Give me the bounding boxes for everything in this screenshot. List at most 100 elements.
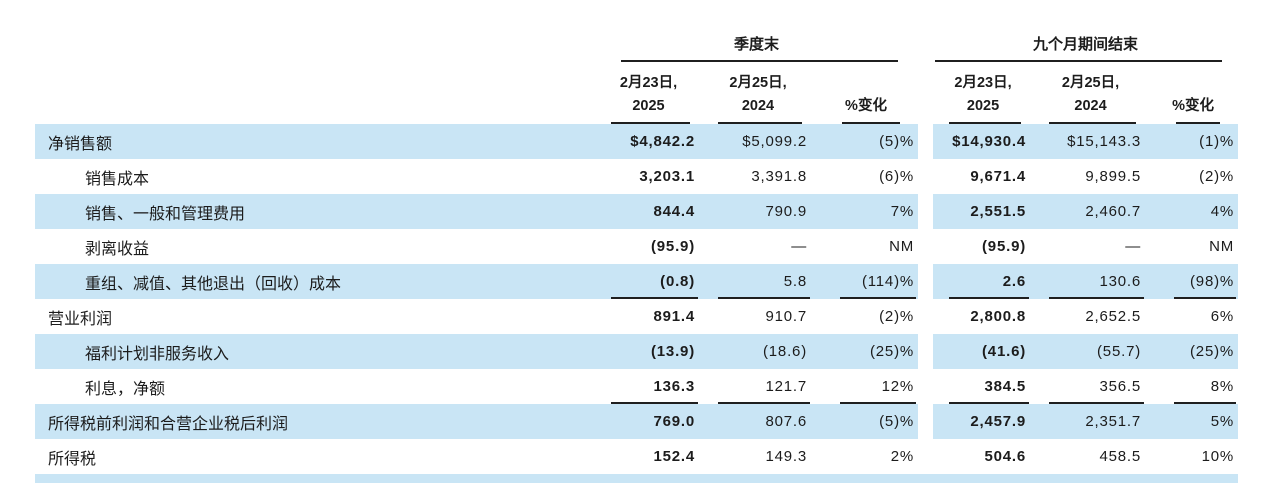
cell-nine-months-2025: 384.5 — [933, 369, 1033, 404]
cell-quarter-pct-change: 12% — [814, 369, 918, 404]
partial-row-fill — [35, 474, 1239, 483]
col-header-label: %变化 — [1172, 97, 1214, 114]
label-column-header — [35, 62, 595, 124]
cell-quarter-2024: 3,391.8 — [751, 168, 807, 185]
col-header-nine-months-2024: 2月25日, 2024 — [1033, 62, 1148, 124]
cell-nine-months-2025: 2,457.9 — [933, 404, 1034, 439]
cell-nine-months-2024: 356.5 — [1033, 369, 1148, 404]
col-header-date: 2月25日, — [729, 75, 787, 92]
cell-quarter-2025: (13.9) — [595, 334, 702, 369]
col-header-year: 2024 — [741, 97, 775, 114]
spacer-col — [918, 404, 934, 439]
cell-quarter-2025: $4,842.2 — [595, 124, 702, 159]
cell-nine-months-2024: 2,351.7 — [1033, 404, 1149, 439]
cell-quarter-pct-change: NM — [889, 238, 915, 255]
col-header-year: 2025 — [632, 97, 665, 114]
table-row: 所得税 152.4 149.3 2% 504.6 458.5 10% — [35, 439, 1238, 474]
spacer-col — [918, 229, 933, 264]
col-header-date: 2月25日, — [1061, 75, 1120, 92]
col-header-quarter-pct-change: %变化 — [814, 62, 918, 124]
cell-nine-months-2025: 9,671.4 — [970, 168, 1027, 185]
spacer-col — [918, 299, 933, 334]
cell-nine-months-pct-change: (1)% — [1148, 124, 1239, 159]
cell-nine-months-2025: $14,930.4 — [933, 124, 1034, 159]
spacer-col — [918, 12, 933, 62]
row-label: 利息，净额 — [85, 380, 166, 398]
col-header-nine-months-2025: 2月23日, 2025 — [933, 62, 1033, 124]
table-row: 福利计划非服务收入 (13.9) (18.6) (25)% (41.6) (55… — [35, 334, 1239, 369]
spacer-col — [918, 369, 933, 404]
row-label: 所得税前利润和合营企业税后利润 — [35, 404, 595, 439]
table-row: 利息，净额 136.3 121.7 12% 384.5 356.5 8% — [35, 369, 1238, 404]
cell-quarter-2024: 910.7 — [765, 308, 807, 325]
col-header-label: %变化 — [845, 97, 887, 114]
col-header-year: 2025 — [966, 97, 1000, 114]
spacer-col — [918, 334, 934, 369]
row-label: 福利计划非服务收入 — [35, 334, 595, 369]
cell-quarter-2024: 121.7 — [702, 369, 814, 404]
row-label: 剥离收益 — [85, 240, 150, 258]
spacer-col — [918, 264, 934, 299]
cell-quarter-2025: 891.4 — [653, 308, 695, 325]
cell-quarter-2025: 844.4 — [595, 194, 702, 229]
col-header-date: 2月23日, — [619, 75, 678, 92]
table-row: 销售成本 3,203.1 3,391.8 (6)% 9,671.4 9,899.… — [35, 159, 1238, 194]
cell-quarter-2025: (95.9) — [651, 238, 695, 255]
cell-nine-months-pct-change: NM — [1209, 238, 1235, 255]
cell-quarter-2025: 769.0 — [595, 404, 702, 439]
group-header-quarter-end: 季度末 — [595, 12, 918, 62]
cell-quarter-2024: 807.6 — [702, 404, 814, 439]
col-header-date: 2月23日, — [954, 75, 1012, 92]
cell-quarter-2025: 152.4 — [653, 448, 695, 465]
spacer-col — [918, 62, 933, 124]
cell-nine-months-2025: (95.9) — [982, 238, 1027, 255]
cell-nine-months-2024: 130.6 — [1033, 264, 1149, 299]
cell-nine-months-2025: 2,800.8 — [970, 308, 1027, 325]
row-label: 销售、一般和管理费用 — [35, 194, 595, 229]
spacer-col — [918, 439, 933, 474]
table-header: 季度末 九个月期间结束 2月23日, 2025 2月25日, 2024 %变化 — [35, 12, 1238, 124]
cell-quarter-pct-change: (25)% — [814, 334, 919, 369]
row-label: 重组、减值、其他退出（回收）成本 — [35, 264, 595, 299]
cell-nine-months-2024: 2,460.7 — [1033, 194, 1149, 229]
cell-nine-months-pct-change: (98)% — [1148, 264, 1239, 299]
cell-quarter-2025: (0.8) — [595, 264, 702, 299]
table-body: 净销售额 $4,842.2 $5,099.2 (5)% $14,930.4 $1… — [35, 124, 1239, 483]
column-header-row: 2月23日, 2025 2月25日, 2024 %变化 2月23日, 2025 … — [35, 62, 1238, 124]
cell-quarter-pct-change: (5)% — [814, 124, 919, 159]
cell-nine-months-2024: $15,143.3 — [1033, 124, 1149, 159]
cell-quarter-2025: 3,203.1 — [639, 168, 695, 185]
row-label: 净销售额 — [35, 124, 595, 159]
cell-nine-months-pct-change: (25)% — [1148, 334, 1239, 369]
row-label: 所得税 — [48, 450, 97, 468]
cell-nine-months-pct-change: 10% — [1201, 448, 1235, 465]
cell-quarter-2024: $5,099.2 — [702, 124, 814, 159]
cell-nine-months-2025: 504.6 — [984, 448, 1027, 465]
cell-nine-months-2024: 9,899.5 — [1085, 168, 1142, 185]
group-header-row: 季度末 九个月期间结束 — [35, 12, 1238, 62]
cell-nine-months-2025: 2,551.5 — [933, 194, 1034, 229]
cell-quarter-2025: 136.3 — [595, 369, 702, 404]
cell-nine-months-2024: 2,652.5 — [1085, 308, 1142, 325]
cell-quarter-pct-change: 2% — [890, 448, 915, 465]
col-header-nine-months-pct-change: %变化 — [1148, 62, 1238, 124]
cell-quarter-pct-change: (5)% — [814, 404, 919, 439]
row-label: 营业利润 — [48, 310, 113, 328]
col-header-quarter-2025: 2月23日, 2025 — [595, 62, 702, 124]
cell-quarter-2024: (18.6) — [702, 334, 814, 369]
cell-nine-months-pct-change: 4% — [1148, 194, 1239, 229]
cell-nine-months-2024: (55.7) — [1033, 334, 1149, 369]
cell-quarter-2024: 790.9 — [702, 194, 814, 229]
label-column-header — [35, 12, 595, 62]
spacer-col — [918, 159, 933, 194]
cell-nine-months-2025: (41.6) — [933, 334, 1034, 369]
table-row: 剥离收益 (95.9) — NM (95.9) — NM — [35, 229, 1238, 264]
partial-next-row — [35, 474, 1239, 483]
table-row: 销售、一般和管理费用 844.4 790.9 7% 2,551.5 2,460.… — [35, 194, 1239, 229]
cell-nine-months-pct-change: (2)% — [1199, 168, 1235, 185]
cell-nine-months-pct-change: 8% — [1148, 369, 1238, 404]
table-row: 净销售额 $4,842.2 $5,099.2 (5)% $14,930.4 $1… — [35, 124, 1239, 159]
cell-nine-months-2025: 2.6 — [933, 264, 1034, 299]
spacer-col — [918, 194, 934, 229]
